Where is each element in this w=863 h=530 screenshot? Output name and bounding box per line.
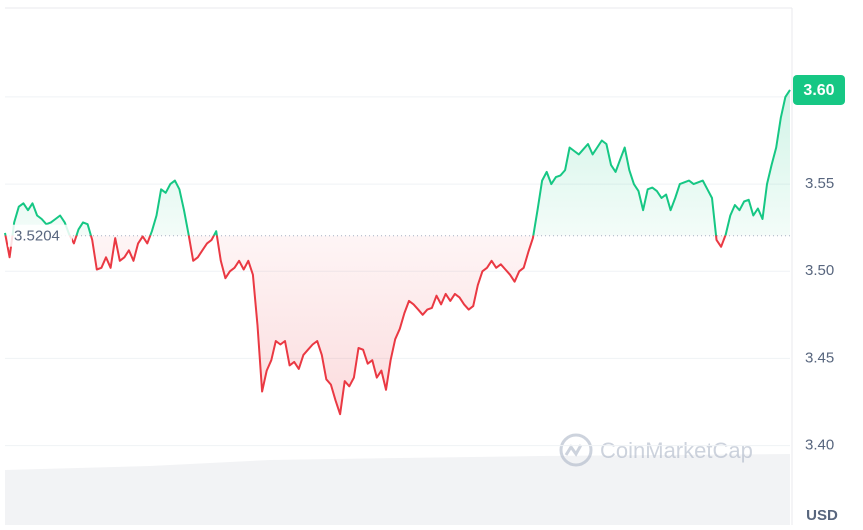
watermark-text: CoinMarketCap [600,438,753,463]
price-area [5,89,790,415]
y-tick-label: 3.50 [805,262,834,279]
y-tick-label: 3.55 [805,175,834,192]
y-tick-label: 3.45 [805,349,834,366]
watermark: CoinMarketCap [559,433,753,467]
baseline-label: 3.5204 [14,228,60,245]
price-badge [793,74,845,105]
price-line [4,89,791,416]
baseline-label-bg [8,224,72,247]
y-tick-label: 3.40 [805,437,834,454]
price-badge-text: 3.60 [803,82,834,99]
volume-area [5,454,790,525]
currency-label: USD [806,507,838,524]
